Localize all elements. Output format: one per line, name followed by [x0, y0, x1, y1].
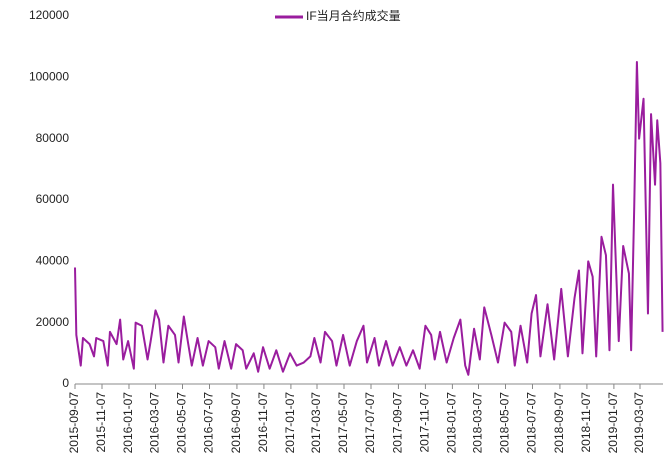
x-tick-label: 2017-01-07 — [283, 392, 297, 454]
x-tick-label: 2016-03-07 — [148, 392, 162, 454]
x-tick-label: 2018-05-07 — [498, 392, 512, 454]
x-tick-label: 2016-09-07 — [229, 392, 243, 454]
x-tick-label: 2016-05-07 — [175, 392, 189, 454]
x-tick-label: 2018-07-07 — [525, 392, 539, 454]
x-tick-label: 2015-11-07 — [94, 392, 108, 453]
x-tick-label: 2018-11-07 — [579, 392, 593, 453]
data-line — [74, 61, 664, 376]
x-tick-label: 2018-09-07 — [552, 392, 566, 454]
x-tick-label: 2018-03-07 — [471, 392, 485, 454]
x-tick-label: 2016-11-07 — [256, 392, 270, 453]
x-tick-label: 2019-01-07 — [606, 392, 620, 454]
x-tick-label: 2017-07-07 — [363, 392, 377, 454]
x-tick-label: 2016-01-07 — [121, 392, 135, 454]
x-tick-label: 2017-03-07 — [309, 392, 323, 454]
x-tick-label: 2019-03-07 — [632, 392, 646, 454]
x-tick-label: 2015-09-07 — [67, 392, 81, 454]
y-tick-label: 120000 — [29, 8, 69, 22]
y-tick-label: 80000 — [36, 131, 70, 145]
y-tick-label: 100000 — [29, 70, 69, 84]
x-tick-label: 2017-05-07 — [336, 392, 350, 454]
x-tick-label: 2017-11-07 — [418, 392, 432, 453]
y-tick-label: 0 — [62, 376, 69, 390]
y-tick-label: 40000 — [36, 254, 70, 268]
legend-label: IF当月合约成交量 — [306, 8, 401, 23]
x-tick-label: 2017-09-07 — [391, 392, 405, 454]
x-tick-label: 2018-01-07 — [445, 392, 459, 454]
x-tick-label: 2016-07-07 — [202, 392, 216, 454]
y-tick-label: 20000 — [36, 315, 70, 329]
y-tick-label: 60000 — [36, 192, 70, 206]
